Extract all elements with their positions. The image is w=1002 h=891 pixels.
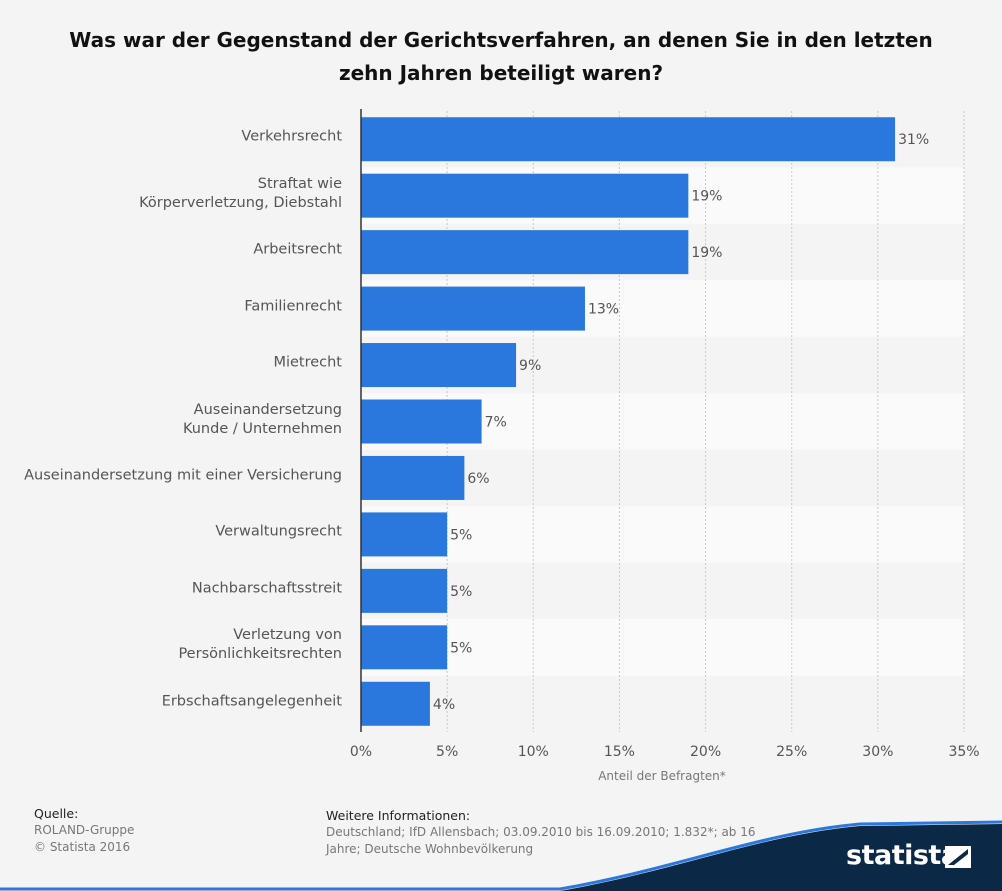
info-heading: Weitere Informationen:: [326, 808, 471, 823]
bar-value-label: 6%: [467, 471, 489, 487]
category-label-line: Körperverletzung, Diebstahl: [139, 194, 342, 211]
bar-value-label: 5%: [450, 527, 472, 543]
category-label-line: Kunde / Unternehmen: [182, 420, 342, 437]
category-label: Verkehrsrecht: [241, 128, 342, 147]
x-tick-label: 35%: [948, 744, 979, 760]
bar: [361, 343, 517, 388]
category-label: Verwaltungsrecht: [215, 523, 342, 542]
category-label-line: Nachbarschaftsstreit: [191, 580, 342, 597]
bar: [361, 230, 689, 275]
bar-value-label: 4%: [433, 697, 455, 713]
chart-title-line-2: zehn Jahren beteiligt waren?: [338, 61, 664, 85]
row-band: [361, 506, 964, 563]
source-heading: Quelle:: [34, 806, 79, 821]
info-line-1: Deutschland; IfD Allensbach; 03.09.2010 …: [326, 825, 756, 839]
category-label: Erbschaftsangelegenheit: [162, 692, 342, 711]
category-label-line: Verletzung von: [233, 627, 342, 644]
bar: [361, 681, 430, 726]
category-label-line: Arbeitsrecht: [253, 241, 342, 258]
chart-title: Was war der Gegenstand der Gerichtsverfa…: [60, 24, 942, 90]
category-label-line: Mietrecht: [273, 354, 342, 371]
category-label-line: Persönlichkeitsrechten: [178, 646, 342, 663]
x-tick-label: 25%: [776, 744, 807, 760]
x-tick-label: 5%: [436, 744, 458, 760]
bar: [361, 512, 448, 557]
statista-logo[interactable]: statista: [846, 840, 959, 871]
bar-value-label: 13%: [588, 302, 619, 318]
category-label-line: Straftat wie: [257, 175, 342, 192]
x-tick-label: 20%: [690, 744, 721, 760]
bar: [361, 399, 482, 444]
x-axis-title: Anteil der Befragten*: [598, 769, 726, 783]
bar: [361, 625, 448, 670]
category-label-line: Familienrecht: [244, 298, 342, 315]
category-label-line: Verwaltungsrecht: [215, 523, 342, 540]
bar-value-label: 19%: [691, 245, 722, 261]
category-label: Straftat wie Körperverletzung, Diebstahl: [139, 175, 342, 213]
statista-logo-icon: [945, 846, 971, 868]
source-line-2: © Statista 2016: [34, 840, 131, 854]
category-label: Verletzung von Persönlichkeitsrechten: [178, 626, 342, 664]
row-band: [361, 619, 964, 676]
category-label-line: Auseinandersetzung mit einer Versicherun…: [24, 467, 342, 484]
bar-value-label: 5%: [450, 640, 472, 656]
category-label-line: Erbschaftsangelegenheit: [161, 693, 342, 710]
row-band: [361, 562, 964, 620]
category-label-line: Auseinandersetzung: [193, 401, 342, 418]
info-block: Weitere Informationen: Deutschland; IfD …: [326, 807, 756, 858]
row-band: [361, 675, 964, 732]
bar-value-label: 9%: [519, 358, 541, 374]
bar-value-label: 31%: [898, 132, 929, 148]
bar: [361, 173, 689, 218]
bar: [361, 568, 448, 613]
category-label: Arbeitsrecht: [253, 241, 342, 260]
chart-title-line-1: Was war der Gegenstand der Gerichtsverfa…: [69, 28, 933, 52]
bar-value-label: 19%: [691, 189, 722, 205]
category-label: Nachbarschaftsstreit: [192, 579, 342, 598]
category-label-line: Verkehrsrecht: [241, 128, 342, 145]
category-label: Auseinandersetzung Kunde / Unternehmen: [183, 401, 342, 439]
bar-value-label: 7%: [485, 415, 507, 431]
x-tick-label: 30%: [862, 744, 893, 760]
info-line-2: Jahre; Deutsche Wohnbevölkerung: [326, 842, 534, 856]
category-label: Mietrecht: [273, 354, 342, 373]
category-label: Familienrecht: [244, 297, 342, 316]
x-tick-label: 15%: [604, 744, 635, 760]
x-tick-label: 0%: [350, 744, 372, 760]
x-tick-label: 10%: [518, 744, 549, 760]
bar: [361, 117, 896, 162]
bar: [361, 286, 585, 331]
bar: [361, 455, 465, 500]
source-block: Quelle: ROLAND-Gruppe © Statista 2016: [34, 805, 134, 856]
bar-value-label: 5%: [450, 584, 472, 600]
category-label: Auseinandersetzung mit einer Versicherun…: [24, 466, 342, 485]
source-line-1: ROLAND-Gruppe: [34, 823, 135, 837]
